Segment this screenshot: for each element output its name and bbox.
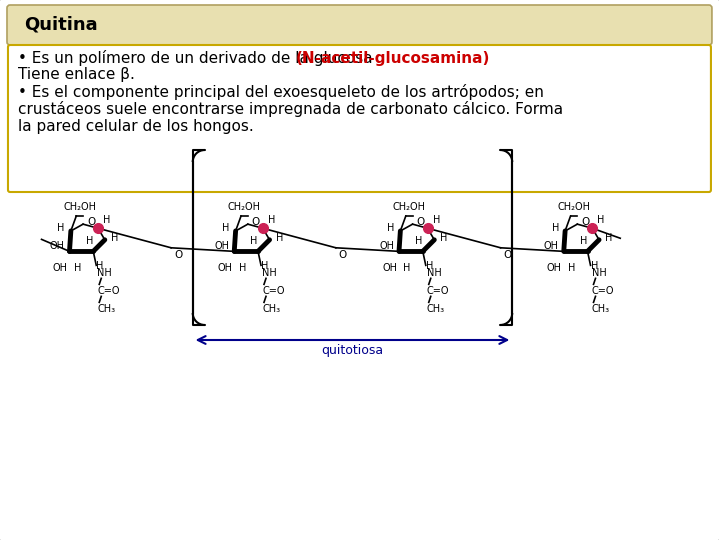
Text: O: O xyxy=(503,250,512,260)
Text: H: H xyxy=(433,215,440,225)
Text: • Es un polímero de un derivado de la glucosa: • Es un polímero de un derivado de la gl… xyxy=(18,50,377,66)
Text: NH: NH xyxy=(97,268,112,278)
Text: Tiene enlace β.: Tiene enlace β. xyxy=(18,68,135,83)
Text: H: H xyxy=(590,261,598,272)
Text: OH: OH xyxy=(215,241,229,251)
Text: C=O: C=O xyxy=(592,286,614,296)
Text: H: H xyxy=(415,236,423,246)
Text: OH: OH xyxy=(217,264,233,273)
Text: OH: OH xyxy=(546,264,562,273)
Text: • Es el componente principal del exoesqueleto de los artrópodos; en: • Es el componente principal del exoesqu… xyxy=(18,84,544,100)
Text: NH: NH xyxy=(262,268,276,278)
Text: CH₃: CH₃ xyxy=(262,305,280,314)
Text: H: H xyxy=(261,261,269,272)
Text: la pared celular de los hongos.: la pared celular de los hongos. xyxy=(18,118,253,133)
Text: C=O: C=O xyxy=(97,286,120,296)
Text: CH₃: CH₃ xyxy=(592,305,610,314)
Text: H: H xyxy=(111,233,118,243)
Text: C=O: C=O xyxy=(262,286,284,296)
Text: H: H xyxy=(103,215,110,225)
Text: O: O xyxy=(87,217,95,227)
Text: OH: OH xyxy=(382,264,397,273)
Text: H: H xyxy=(605,233,613,243)
Text: CH₃: CH₃ xyxy=(427,305,445,314)
Text: OH: OH xyxy=(544,241,559,251)
Text: H: H xyxy=(403,264,410,273)
Text: H: H xyxy=(598,215,605,225)
Text: H: H xyxy=(96,261,104,272)
Text: CH₂OH: CH₂OH xyxy=(63,202,96,212)
Text: O: O xyxy=(581,217,590,227)
Text: O: O xyxy=(252,217,260,227)
Text: O: O xyxy=(417,217,425,227)
Text: NH: NH xyxy=(592,268,606,278)
Text: CH₂OH: CH₂OH xyxy=(557,202,590,212)
FancyBboxPatch shape xyxy=(8,45,711,192)
Text: H: H xyxy=(552,223,559,233)
Text: OH: OH xyxy=(50,241,65,251)
Text: H: H xyxy=(238,264,246,273)
Text: H: H xyxy=(268,215,275,225)
Text: (N-acetil-glucosamina): (N-acetil-glucosamina) xyxy=(296,51,490,65)
Text: O: O xyxy=(174,250,182,260)
Text: H: H xyxy=(441,233,448,243)
Text: quitotiosa: quitotiosa xyxy=(321,344,384,357)
Text: CH₂OH: CH₂OH xyxy=(228,202,261,212)
Text: NH: NH xyxy=(427,268,441,278)
Text: H: H xyxy=(251,236,258,246)
Text: H: H xyxy=(387,223,395,233)
Text: O: O xyxy=(339,250,347,260)
Text: C=O: C=O xyxy=(427,286,449,296)
Text: H: H xyxy=(276,233,283,243)
FancyBboxPatch shape xyxy=(7,5,712,45)
Text: CH₂OH: CH₂OH xyxy=(392,202,426,212)
Text: H: H xyxy=(222,223,230,233)
Text: CH₃: CH₃ xyxy=(97,305,115,314)
Text: H: H xyxy=(86,236,93,246)
Text: H: H xyxy=(58,223,65,233)
Text: Quitina: Quitina xyxy=(24,16,98,34)
Text: H: H xyxy=(568,264,575,273)
Text: OH: OH xyxy=(53,264,68,273)
Text: H: H xyxy=(73,264,81,273)
Text: crustáceos suele encontrarse impregnada de carbonato cálcico. Forma: crustáceos suele encontrarse impregnada … xyxy=(18,101,563,117)
Text: H: H xyxy=(426,261,433,272)
Text: H: H xyxy=(580,236,588,246)
Text: OH: OH xyxy=(379,241,394,251)
